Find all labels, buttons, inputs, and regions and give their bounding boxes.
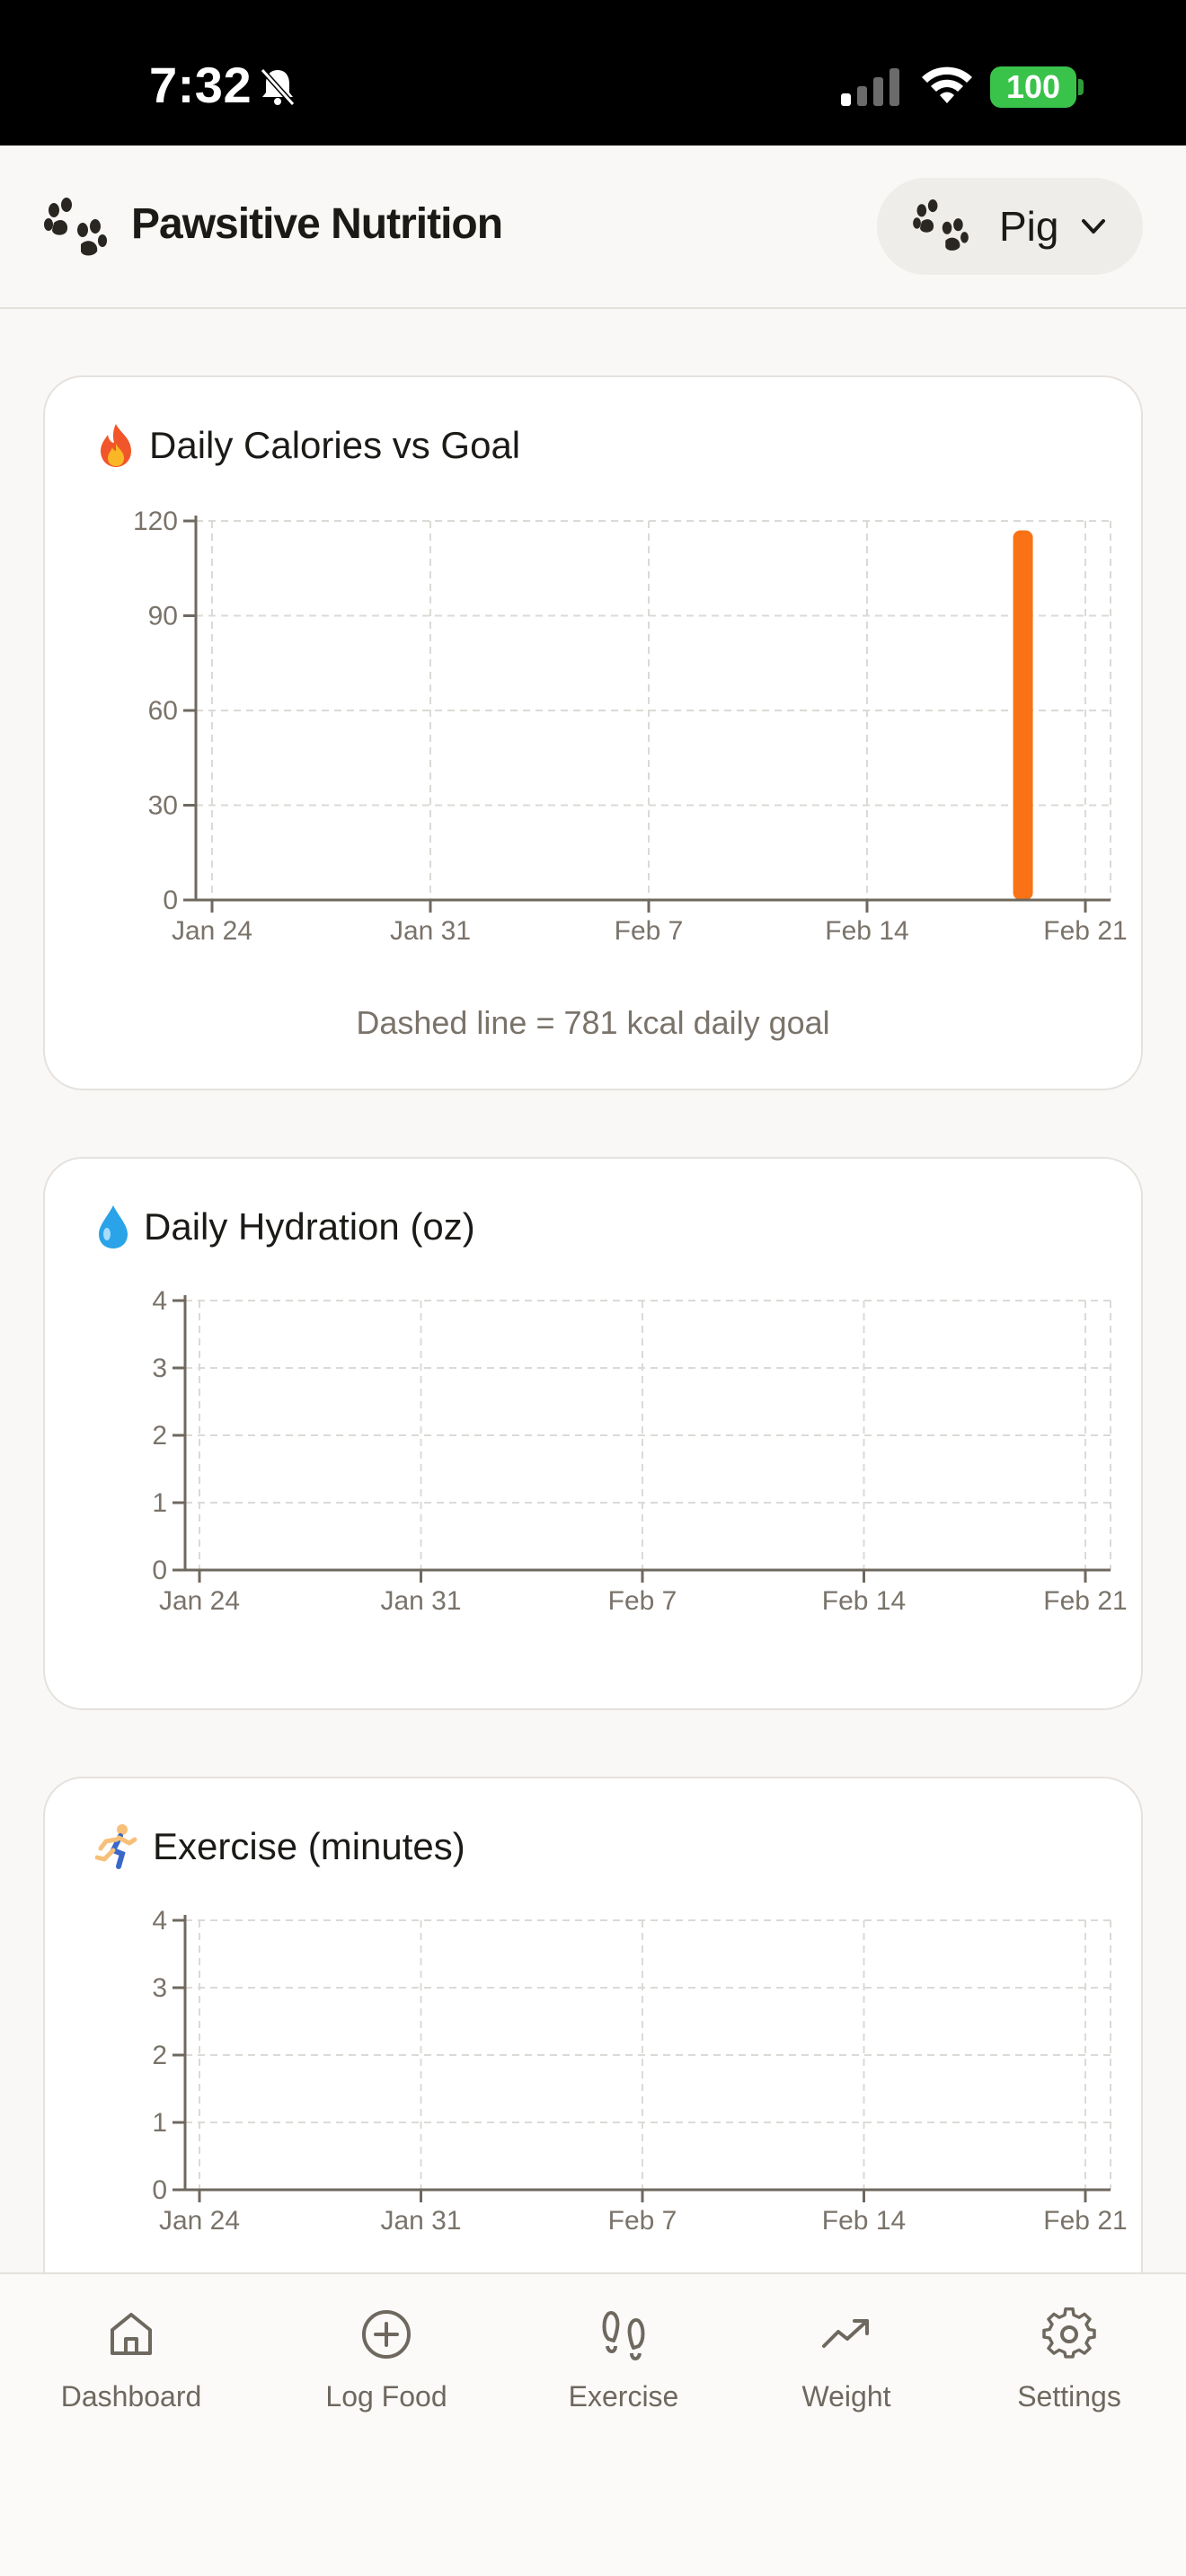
- x-tick-label: Feb 14: [825, 916, 908, 946]
- gear-icon: [1042, 2307, 1096, 2359]
- nav-label: Exercise: [568, 2380, 679, 2413]
- bell-muted-icon: [260, 67, 296, 107]
- paw-logo-icon: [44, 198, 107, 256]
- paw-icon: [913, 199, 969, 251]
- x-tick-label: Feb 7: [615, 916, 684, 946]
- fire-icon: [101, 424, 131, 467]
- calories-goal-note: Dashed line = 781 kcal daily goal: [356, 1004, 830, 1041]
- y-tick-label: 0: [163, 886, 178, 915]
- y-tick-label: 60: [148, 696, 178, 726]
- x-tick-label: Jan 24: [172, 916, 252, 946]
- exercise-chart-title: Exercise (minutes): [153, 1825, 465, 1867]
- exercise-chart-card: Exercise (minutes) 0 1 2 3 4 Jan 24 Jan 31 Feb …: [43, 1777, 1143, 2333]
- y-tick-label: 120: [133, 507, 178, 536]
- hydration-chart-title: Daily Hydration (oz): [144, 1205, 475, 1248]
- status-time: 7:32: [149, 57, 252, 113]
- chevron-down-icon: [1082, 219, 1105, 234]
- card-title: Daily Calories vs Goal: [95, 422, 520, 469]
- card-title: Exercise (minutes): [95, 1823, 465, 1870]
- x-tick-label: Feb 14: [822, 1586, 906, 1616]
- nav-dashboard[interactable]: Dashboard: [32, 2307, 230, 2413]
- wifi-icon: [922, 66, 972, 103]
- y-tick-label: 0: [152, 1556, 167, 1585]
- cellular-signal-icon: [841, 68, 899, 106]
- battery-tip: [1078, 79, 1084, 95]
- plus-circle-icon: [362, 2310, 411, 2359]
- y-tick-label: 2: [152, 2041, 167, 2070]
- x-tick-label: Feb 21: [1043, 1586, 1127, 1616]
- x-tick-label: Feb 7: [608, 2206, 677, 2236]
- runner-icon: [95, 1824, 137, 1869]
- home-icon: [111, 2313, 152, 2355]
- battery-level: 100: [1005, 68, 1061, 105]
- x-tick-label: Jan 24: [159, 1586, 240, 1616]
- droplet-icon: [99, 1205, 128, 1248]
- x-tick-label: Feb 14: [822, 2206, 906, 2236]
- y-tick-label: 1: [152, 2108, 167, 2138]
- selected-pet-name: Pig: [999, 203, 1059, 250]
- y-tick-label: 30: [148, 791, 178, 821]
- x-tick-label: Jan 31: [380, 2206, 461, 2236]
- nav-label: Dashboard: [60, 2380, 202, 2413]
- status-bar: 7:32 100: [0, 0, 1186, 146]
- hydration-chart-card: Daily Hydration (oz) 0 1 2 3 4 Jan 24 Jan 31 Fe…: [43, 1157, 1143, 1710]
- battery-indicator: 100: [990, 66, 1076, 108]
- app-title: Pawsitive Nutrition: [131, 200, 503, 248]
- nav-settings[interactable]: Settings: [970, 2307, 1168, 2413]
- card-title: Daily Hydration (oz): [95, 1204, 475, 1250]
- nav-label: Weight: [801, 2380, 891, 2413]
- nav-log-food[interactable]: Log Food: [288, 2307, 485, 2413]
- y-tick-label: 0: [152, 2175, 167, 2205]
- x-tick-label: Feb 21: [1043, 2206, 1127, 2236]
- y-tick-label: 90: [148, 602, 178, 631]
- bottom-nav: Dashboard Log Food Exercise Weight Setti…: [0, 2272, 1186, 2576]
- x-tick-label: Feb 7: [608, 1586, 677, 1616]
- x-tick-label: Jan 31: [390, 916, 471, 946]
- x-tick-label: Jan 24: [159, 2206, 240, 2236]
- nav-exercise[interactable]: Exercise: [525, 2307, 722, 2413]
- calorie-bar: [1013, 530, 1033, 900]
- calories-chart-title: Daily Calories vs Goal: [149, 424, 521, 466]
- app-header: Pawsitive Nutrition Pig: [0, 146, 1186, 309]
- y-tick-label: 4: [152, 1286, 167, 1316]
- calories-chart: 0 30 60 90 120 Jan 24 Jan 31 Feb 7 Feb 14 Feb 21: [133, 507, 1128, 946]
- hydration-chart: 0 1 2 3 4 Jan 24 Jan 31 Feb 7 Feb 14 Feb 21: [152, 1286, 1127, 1616]
- footprints-icon: [602, 2311, 645, 2360]
- nav-weight[interactable]: Weight: [748, 2307, 945, 2413]
- y-tick-label: 3: [152, 1973, 167, 2003]
- pet-selector-dropdown[interactable]: Pig: [877, 178, 1143, 275]
- x-tick-label: Feb 21: [1043, 916, 1127, 946]
- nav-label: Settings: [1017, 2380, 1121, 2413]
- y-tick-label: 2: [152, 1421, 167, 1451]
- trending-up-icon: [822, 2319, 869, 2348]
- nav-label: Log Food: [325, 2380, 447, 2413]
- exercise-chart: 0 1 2 3 4 Jan 24 Jan 31 Feb 7 Feb 14 Feb 21: [152, 1906, 1127, 2236]
- calories-chart-card: Daily Calories vs Goal 0 30 60 90 120 Jan 24 J…: [43, 375, 1143, 1090]
- y-tick-label: 4: [152, 1906, 167, 1936]
- y-tick-label: 1: [152, 1488, 167, 1518]
- y-tick-label: 3: [152, 1354, 167, 1383]
- x-tick-label: Jan 31: [380, 1586, 461, 1616]
